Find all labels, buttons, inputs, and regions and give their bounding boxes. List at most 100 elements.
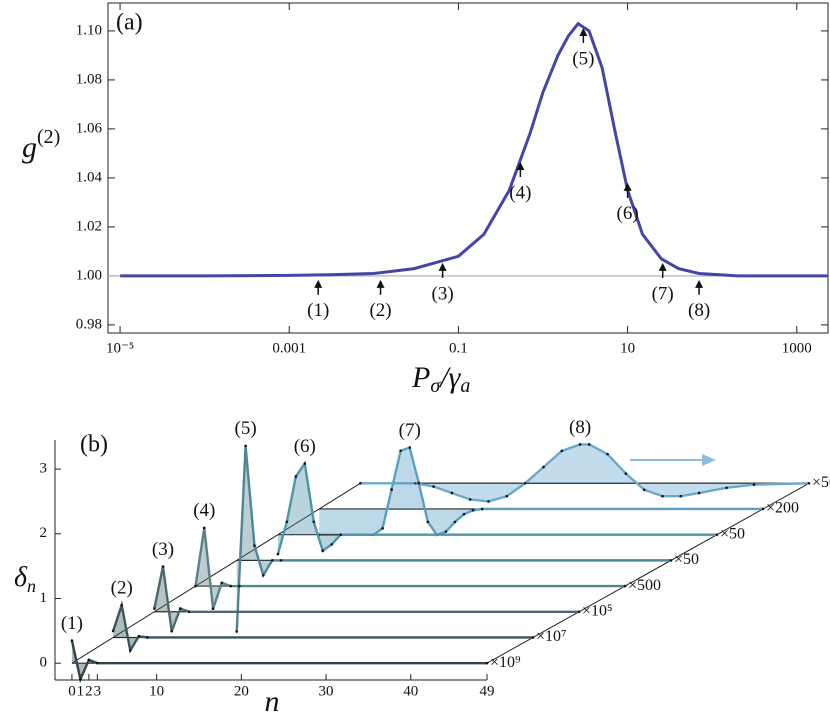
panel-label: (a) — [116, 10, 143, 36]
trace-point — [170, 629, 173, 633]
trace-label: (7) — [399, 420, 421, 441]
y-tick-label: 1.02 — [76, 218, 102, 234]
annotation-label: (6) — [617, 203, 639, 224]
y-tick-label: 0.98 — [76, 316, 102, 332]
trace-point — [587, 443, 591, 446]
trace-line — [194, 527, 625, 610]
direction-arrowhead — [702, 454, 716, 466]
trace-scale: ×10⁷ — [536, 628, 567, 645]
annotation-label: (7) — [652, 283, 674, 304]
trace-point — [238, 584, 241, 588]
trace-point — [624, 472, 628, 475]
trace: (4) ×500 — [193, 500, 661, 611]
trace-label: (1) — [61, 613, 83, 634]
y-tick-label: 2 — [40, 525, 48, 541]
trace-point — [432, 485, 435, 488]
trace-area — [319, 447, 763, 535]
y-tick-label: 1.04 — [76, 169, 103, 185]
trace-label: (3) — [152, 539, 174, 560]
x-axis-title-part: /γ — [438, 361, 461, 394]
trace-point — [87, 658, 91, 662]
trace-point — [270, 559, 274, 562]
trace-point — [390, 488, 393, 491]
trace-scale: ×500 — [628, 577, 661, 594]
trace-point — [179, 607, 182, 610]
trace-point — [359, 481, 362, 485]
trace-point — [752, 483, 756, 486]
annotation-label: (8) — [688, 300, 710, 321]
trace-point — [276, 552, 280, 556]
annotation-label: (3) — [432, 283, 454, 304]
trace-point — [220, 581, 224, 585]
trace-point — [399, 449, 402, 453]
x-tick-label: 10 — [149, 683, 164, 699]
annotation-arrowhead — [438, 262, 447, 271]
trace-label: (8) — [569, 417, 591, 438]
trace-point — [253, 544, 256, 547]
trace-point — [487, 500, 490, 503]
trace-point — [578, 443, 582, 446]
trace-point — [523, 481, 527, 485]
annotation-label: (5) — [572, 48, 594, 69]
trace-point — [229, 584, 232, 588]
annotation-label: (2) — [369, 300, 391, 321]
trace-point — [146, 636, 149, 639]
trace: (1) ×10⁹ — [61, 613, 521, 684]
y-tick-label: 3 — [40, 461, 48, 477]
trace-point — [120, 603, 124, 607]
trace-point — [70, 639, 74, 642]
x-axis-title: n — [265, 685, 280, 718]
trace-area — [71, 640, 488, 680]
trace-label: (5) — [235, 418, 257, 439]
trace-point — [211, 607, 215, 611]
trace-point — [471, 508, 475, 512]
trace-point — [262, 573, 265, 577]
trace-point — [153, 607, 156, 610]
x-tick-label: 49 — [480, 683, 495, 699]
trace-point — [413, 481, 417, 485]
trace-point — [725, 486, 728, 490]
trace-point — [697, 491, 701, 495]
trace-point — [661, 494, 664, 498]
trace-point — [294, 475, 298, 478]
trace-point — [137, 634, 141, 638]
trace-point — [161, 565, 165, 568]
x-tick-label: 0 — [68, 683, 76, 699]
trace-point — [480, 507, 484, 511]
panel-label: (b) — [80, 432, 108, 458]
trace-point — [444, 530, 448, 533]
trace-label: (4) — [193, 500, 215, 521]
trace-point — [450, 491, 454, 495]
y-axis-title-sup: (2) — [37, 126, 60, 148]
y-tick-label: 1.06 — [76, 120, 103, 136]
trace-point — [577, 610, 581, 614]
x-axis-title: Pσ/γa — [411, 361, 470, 397]
trace-point — [679, 494, 683, 498]
y-axis-title-sub: n — [27, 576, 36, 596]
trace-scale: ×500 — [812, 474, 830, 491]
x-tick-label: 3 — [94, 683, 102, 699]
trace-point — [408, 446, 412, 449]
trace-point — [339, 533, 342, 536]
trace-point — [79, 678, 82, 681]
x-tick-label: 10⁻⁵ — [106, 340, 134, 356]
annotation-label: (1) — [307, 300, 329, 321]
trace-point — [321, 549, 325, 553]
trace-point — [505, 494, 509, 498]
annotation-arrowhead — [695, 279, 704, 288]
trace-scale: ×10⁵ — [582, 602, 613, 619]
trace-line — [111, 600, 533, 654]
trace-point — [111, 629, 115, 633]
trace-label: (6) — [294, 436, 316, 457]
trace: (6) ×50 — [276, 436, 745, 556]
trace-point — [312, 520, 316, 524]
trace-point — [381, 527, 384, 530]
annotation-arrowhead — [623, 182, 632, 191]
trace-label: (2) — [111, 577, 133, 598]
trace: (5) ×50 — [235, 418, 699, 633]
trace-scale: ×200 — [766, 500, 799, 517]
y-tick-label: 1 — [40, 590, 48, 606]
trace-point — [285, 520, 289, 524]
annotation-arrowhead — [516, 161, 525, 170]
